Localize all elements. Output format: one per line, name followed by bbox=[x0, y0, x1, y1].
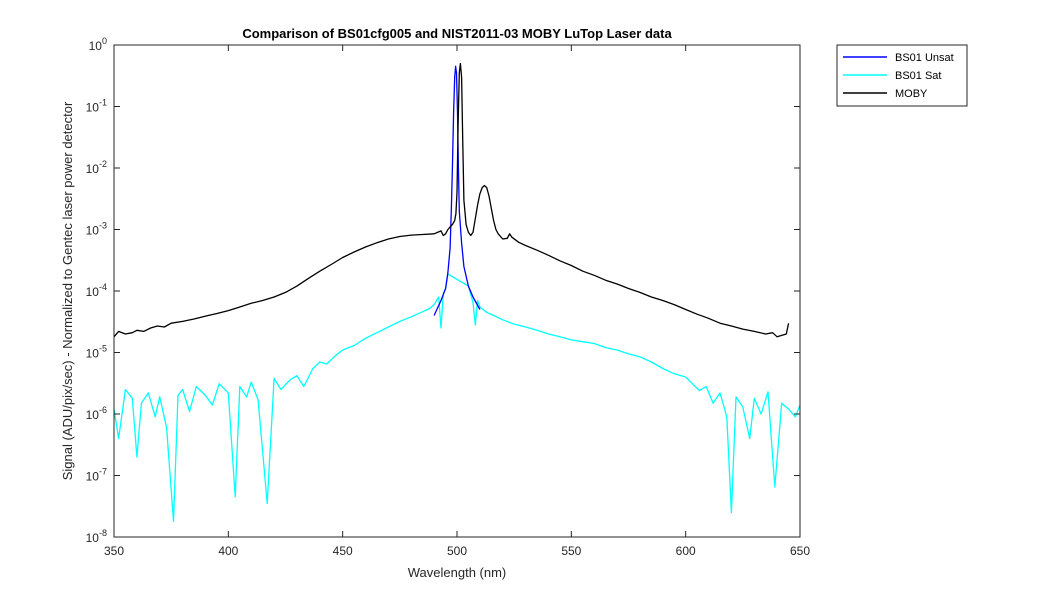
legend-label-bs01-unsat: BS01 Unsat bbox=[895, 52, 954, 64]
axis-ticks: 350 400 450 500 550 600 650 10-8 10-7 10-6 10-5 10-… bbox=[86, 36, 811, 558]
y-tick-label: 10-6 bbox=[86, 405, 107, 422]
x-tick-label: 650 bbox=[790, 544, 810, 558]
y-tick-label: 10-8 bbox=[86, 528, 107, 545]
legend-label-bs01-sat: BS01 Sat bbox=[895, 70, 941, 82]
x-tick-label: 550 bbox=[561, 544, 581, 558]
y-tick-label: 10-1 bbox=[86, 98, 107, 115]
x-tick-label: 450 bbox=[333, 544, 353, 558]
chart-title: Comparison of BS01cfg005 and NIST2011-03… bbox=[242, 26, 672, 41]
x-tick-label: 400 bbox=[218, 544, 238, 558]
plot-area bbox=[114, 45, 800, 537]
legend-label-moby: MOBY bbox=[895, 88, 928, 100]
y-tick-label: 10-4 bbox=[86, 282, 107, 299]
x-axis-label: Wavelength (nm) bbox=[408, 565, 507, 580]
y-tick-label: 100 bbox=[89, 36, 107, 53]
series-line-bs01-sat bbox=[113, 273, 801, 522]
y-tick-label: 10-2 bbox=[86, 159, 107, 176]
series-layer bbox=[113, 62, 801, 522]
x-tick-label: 500 bbox=[447, 544, 467, 558]
legend: BS01 Unsat BS01 Sat MOBY bbox=[836, 44, 968, 107]
x-tick-label: 600 bbox=[676, 544, 696, 558]
plot-frame bbox=[113, 44, 801, 538]
y-tick-label: 10-5 bbox=[86, 344, 107, 361]
x-tick-label: 350 bbox=[104, 544, 124, 558]
series-line-bs01-unsat bbox=[433, 65, 481, 316]
y-tick-label: 10-7 bbox=[86, 467, 107, 484]
series-line-moby bbox=[113, 62, 790, 338]
y-tick-label: 10-3 bbox=[86, 221, 107, 238]
y-axis-label: Signal (ADU/pix/sec) - Normalized to Gen… bbox=[60, 101, 75, 480]
